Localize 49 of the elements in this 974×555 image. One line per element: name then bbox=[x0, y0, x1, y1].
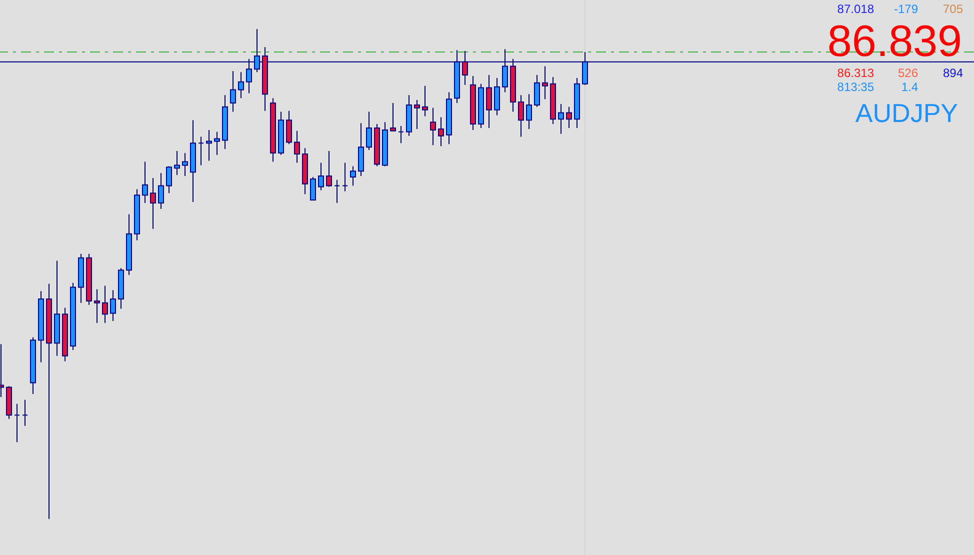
candlestick bbox=[494, 78, 500, 116]
candlestick bbox=[94, 288, 100, 324]
candlestick bbox=[294, 130, 300, 164]
candlestick bbox=[390, 102, 396, 132]
candlestick bbox=[102, 285, 108, 324]
candlestick bbox=[526, 94, 532, 130]
candlestick bbox=[398, 126, 404, 144]
text: 86.839 bbox=[827, 17, 962, 66]
candlestick bbox=[430, 107, 436, 146]
candlestick bbox=[486, 74, 492, 128]
text: 86.313 bbox=[837, 66, 874, 80]
text: 705 bbox=[942, 2, 964, 16]
candlestick bbox=[142, 161, 148, 204]
candlestick bbox=[518, 94, 524, 138]
candlestick bbox=[150, 177, 156, 230]
candlestick bbox=[174, 150, 180, 176]
candlestick bbox=[158, 172, 164, 210]
text: 813:35 bbox=[837, 80, 874, 94]
text: -179 bbox=[894, 2, 918, 16]
candlestick bbox=[534, 74, 540, 108]
candlestick bbox=[166, 166, 172, 194]
text: 1.4 bbox=[901, 80, 918, 94]
candlestick bbox=[366, 111, 372, 151]
candlestick bbox=[182, 152, 188, 176]
candlestick bbox=[110, 290, 116, 322]
candlestick bbox=[566, 106, 572, 128]
candlestick bbox=[286, 110, 292, 145]
candlestick bbox=[438, 116, 444, 147]
text: 526 bbox=[898, 66, 918, 80]
candlestick bbox=[14, 403, 20, 443]
candlestick bbox=[198, 136, 204, 166]
candlestick bbox=[22, 399, 28, 426]
candlestick bbox=[238, 72, 244, 99]
candlestick bbox=[334, 179, 340, 204]
candlestick bbox=[350, 166, 356, 186]
candlestick bbox=[414, 100, 420, 130]
candlestick bbox=[206, 129, 212, 162]
text: AUDJPY bbox=[855, 98, 958, 128]
candlestick bbox=[422, 85, 428, 117]
candlestick bbox=[310, 176, 316, 201]
candlestick bbox=[542, 66, 548, 100]
text: 87.018 bbox=[837, 2, 874, 16]
candlestick bbox=[342, 162, 348, 192]
candlestick bbox=[230, 70, 236, 112]
candlestick bbox=[558, 103, 564, 134]
text: 894 bbox=[942, 66, 964, 80]
candlestick bbox=[318, 162, 324, 191]
candlestick bbox=[326, 150, 332, 188]
candlestick bbox=[214, 131, 220, 156]
